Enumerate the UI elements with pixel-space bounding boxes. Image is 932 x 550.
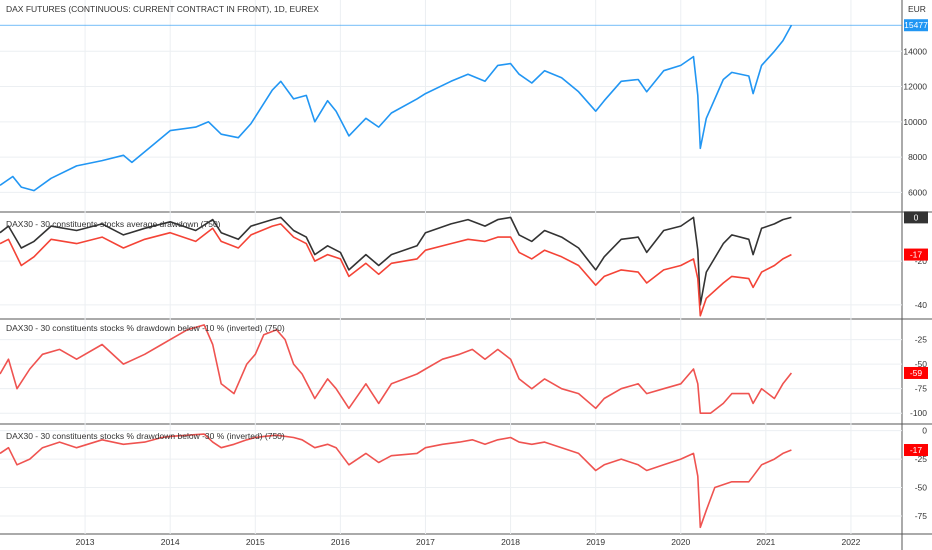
series-line: [0, 324, 793, 414]
y-tick-label: 6000: [908, 187, 927, 197]
axis-layer: 2013 2014 2015 2016 2017 2018 2019 2020 2021 2022…: [76, 19, 928, 547]
pct-below-10-pane-title: DAX30 - 30 constituents stocks % drawdow…: [6, 323, 285, 333]
y-tick-label: -25: [915, 335, 928, 345]
avg-dd-red-badge-bg: [904, 248, 928, 261]
series-line: [0, 433, 792, 529]
price-last-badge: 15477: [904, 20, 928, 30]
x-tick-label: 2022: [841, 537, 860, 547]
avg-drawdown-pane-title: DAX30 - 30 constituents stocks average d…: [6, 219, 221, 229]
series-line: [0, 223, 792, 317]
avg-dd-black-badge: 0: [914, 212, 919, 222]
avg-dd-red-badge: -17: [910, 250, 923, 260]
y-tick-label: 0: [922, 426, 927, 436]
pct-below-30-pane-title: DAX30 - 30 constituents stocks % drawdow…: [6, 431, 285, 441]
series-line: [0, 24, 793, 192]
y-tick-label: 12000: [903, 82, 927, 92]
price-last-badge-bg: [904, 19, 928, 32]
x-tick-label: 2017: [416, 537, 435, 547]
y-tick-label: 14000: [903, 46, 927, 56]
currency-label: EUR: [908, 4, 926, 14]
y-tick-label: -100: [910, 408, 927, 418]
x-tick-label: 2015: [246, 537, 265, 547]
y-tick-label: 8000: [908, 152, 927, 162]
price-pane-title: DAX FUTURES (CONTINUOUS: CURRENT CONTRAC…: [6, 4, 319, 14]
y-tick-label: -40: [915, 300, 928, 310]
x-tick-label: 2018: [501, 537, 520, 547]
y-tick-label: -20: [915, 256, 928, 266]
pct10-last-badge: -59: [910, 368, 923, 378]
pct30-last-badge-bg: [904, 444, 928, 457]
y-tick-label: -75: [915, 384, 928, 394]
series-line: [0, 216, 792, 306]
x-tick-label: 2020: [671, 537, 690, 547]
y-tick-label: -50: [915, 359, 928, 369]
pct10-last-badge-bg: [904, 366, 928, 379]
x-tick-label: 2013: [76, 537, 95, 547]
pct30-last-badge: -17: [910, 445, 923, 455]
y-tick-label: -75: [915, 511, 928, 521]
y-tick-label: -25: [915, 454, 928, 464]
y-tick-label: 10000: [903, 117, 927, 127]
avg-dd-black-badge-bg: [904, 211, 928, 224]
y-tick-label: -50: [915, 483, 928, 493]
x-tick-label: 2021: [756, 537, 775, 547]
series-layer: [0, 24, 902, 529]
x-tick-label: 2019: [586, 537, 605, 547]
x-tick-label: 2016: [331, 537, 350, 547]
x-tick-label: 2014: [161, 537, 180, 547]
